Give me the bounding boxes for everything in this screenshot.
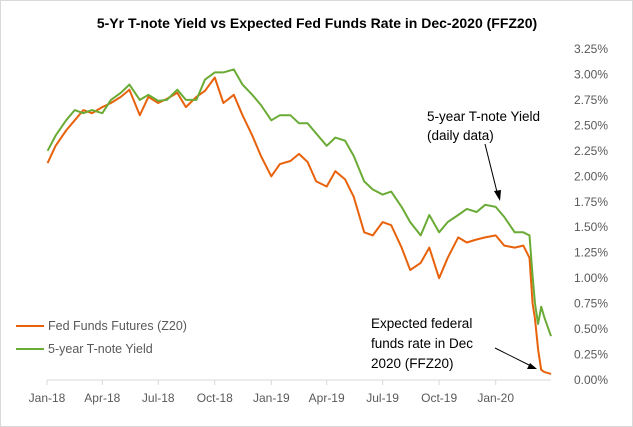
- annotation-ffz20-line-3: 2020 (FFZ20): [371, 356, 454, 371]
- annotation-ffz20-arrow: [494, 347, 532, 367]
- annotation-tnote-line-2: (daily data): [427, 128, 494, 143]
- x-tick-label: Jan-19: [253, 391, 290, 405]
- y-tick-label: 0.25%: [574, 348, 608, 362]
- x-tick-label: Jan-18: [29, 391, 66, 405]
- y-tick-label: 2.75%: [574, 93, 608, 107]
- y-tick-label: 0.75%: [574, 297, 608, 311]
- x-tick-label: Apr-19: [309, 391, 345, 405]
- x-tick-label: Oct-19: [421, 391, 457, 405]
- y-tick-label: 1.25%: [574, 246, 608, 260]
- series-line-fed-funds-futures: [46, 76, 552, 375]
- y-tick-label: 3.00%: [574, 67, 608, 81]
- y-tick-label: 2.50%: [574, 118, 608, 132]
- y-axis-ticks: 0.00% 0.25% 0.50% 0.75% 1.00% 1.25% 1.50% 1.75%…: [574, 42, 608, 387]
- y-tick-label: 0.00%: [574, 373, 608, 387]
- y-tick-label: 2.00%: [574, 169, 608, 183]
- annotation-ffz20: Expected federal funds rate in Dec 2020 …: [371, 316, 537, 371]
- y-tick-label: 1.50%: [574, 220, 608, 234]
- annotation-tnote-line-1: 5-year T-note Yield: [427, 109, 540, 124]
- annotation-tnote-arrowhead: [494, 190, 501, 201]
- y-tick-label: 2.25%: [574, 144, 608, 158]
- annotation-tnote: 5-year T-note Yield (daily data): [427, 109, 540, 201]
- x-tick-label: Oct-18: [197, 391, 233, 405]
- x-tick-label: Jul-18: [142, 391, 175, 405]
- annotation-ffz20-line-2: funds rate in Dec: [371, 336, 473, 351]
- x-axis-ticks: Jan-18 Apr-18 Jul-18 Oct-18 Jan-19 Apr-19 Jul-…: [29, 380, 514, 405]
- legend-label-tnote: 5-year T-note Yield: [48, 342, 153, 356]
- annotation-tnote-arrow: [484, 143, 499, 197]
- x-tick-label: Apr-18: [84, 391, 120, 405]
- series-line-5yr-tnote-yield: [46, 68, 552, 337]
- annotation-ffz20-line-1: Expected federal: [371, 316, 472, 331]
- legend: Fed Funds Futures (Z20) 5-year T-note Yi…: [16, 319, 187, 356]
- series-layer: [46, 68, 552, 375]
- legend-label-fed-funds: Fed Funds Futures (Z20): [48, 319, 187, 333]
- chart-title: 5-Yr T-note Yield vs Expected Fed Funds …: [97, 15, 537, 31]
- y-tick-label: 3.25%: [574, 42, 608, 56]
- y-tick-label: 1.75%: [574, 195, 608, 209]
- y-tick-label: 1.00%: [574, 271, 608, 285]
- x-tick-label: Jan-20: [477, 391, 514, 405]
- x-tick-label: Jul-19: [366, 391, 399, 405]
- annotation-ffz20-arrowhead: [527, 363, 537, 369]
- y-tick-label: 0.50%: [574, 322, 608, 336]
